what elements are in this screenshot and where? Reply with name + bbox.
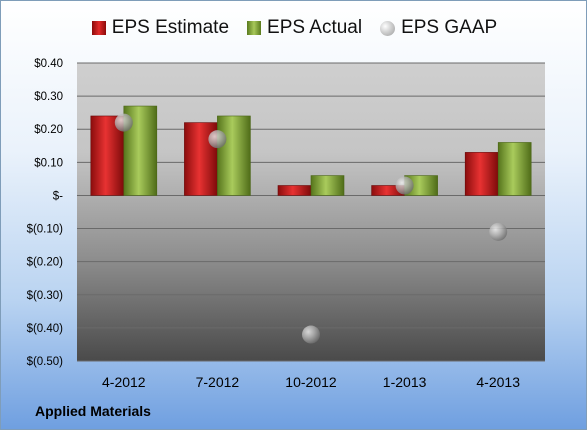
legend-swatch-actual [247,21,262,35]
legend-label-actual: EPS Actual [267,17,363,38]
marker-eps-gaap [395,176,414,195]
legend-item-gaap: EPS GAAP [380,17,497,39]
x-tick-label: 4-2012 [102,374,146,390]
y-tick-label: $(0.20) [27,257,64,269]
y-axis: $0.40 $0.30 $0.20 $0.10 $- $(0.10) $(0.20) $(0.… [27,58,64,368]
bar-eps-estimate [277,185,312,196]
y-tick-label: $0.10 [34,157,63,169]
x-axis: 4-2012 7-2012 10-2012 1-2013 4-2013 [102,374,520,390]
bar-eps-actual [310,175,345,196]
marker-eps-gaap [114,113,133,132]
legend-label-estimate: EPS Estimate [111,17,230,38]
y-tick-label: $0.20 [34,124,63,136]
legend-label-gaap: EPS GAAP [401,17,498,38]
y-tick-label: $0.40 [34,58,63,70]
bar-eps-actual [217,115,251,196]
x-tick-label: 1-2013 [383,374,427,390]
y-tick-label: $(0.40) [27,323,64,335]
legend-item-actual: EPS Actual [247,17,362,39]
marker-eps-gaap [302,325,320,344]
gaap-markers [114,113,508,344]
y-tick-label: $(0.10) [27,224,64,236]
y-tick-label: $0.30 [34,91,63,103]
y-tick-label: $- [53,190,63,202]
x-tick-label: 7-2012 [196,374,240,390]
marker-eps-gaap [489,222,508,241]
legend: EPS Estimate EPS Actual EPS GAAP [1,17,586,39]
legend-swatch-gaap [380,20,396,36]
x-tick-label: 10-2012 [285,374,337,390]
bar-eps-actual [497,142,532,196]
marker-eps-gaap [208,130,227,149]
y-tick-label: $(0.30) [27,290,64,302]
legend-item-estimate: EPS Estimate [91,17,230,39]
x-tick-label: 4-2013 [476,374,520,390]
y-tick-label: $(0.50) [27,356,64,368]
bar-eps-estimate [464,152,499,196]
company-name: Applied Materials [35,403,151,419]
bars [90,105,532,196]
legend-swatch-estimate [91,21,106,35]
